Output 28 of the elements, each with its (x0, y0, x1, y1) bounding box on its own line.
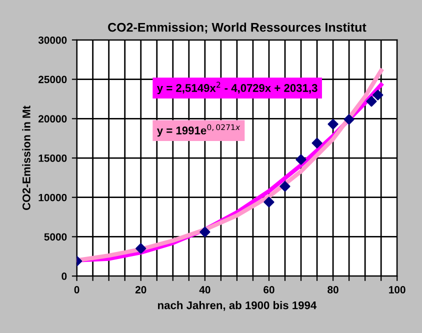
y-tick-label: 30000 (38, 36, 67, 44)
point (344, 114, 354, 125)
point (372, 90, 384, 100)
point (136, 243, 146, 254)
y-tick-label: 10000 (38, 194, 67, 202)
annotation: y = 2,5149x$^{2}$ - 4,0729x + 2031,3 (156, 82, 318, 94)
chart-title: CO2-Emmission; World Ressources Institut (108, 22, 366, 34)
x-tick-label: 40 (199, 286, 210, 294)
y-tick-label: 15000 (38, 154, 67, 162)
y-tick-label: 5000 (44, 233, 67, 241)
y-tick-label: 25000 (38, 76, 67, 84)
point (366, 96, 377, 107)
point (264, 196, 274, 208)
point (312, 138, 322, 148)
y-tick-label: 0 (62, 272, 67, 280)
annotation: y = 1991e$^{0,0271x}$ (156, 124, 240, 137)
x-tick-label: 60 (264, 286, 274, 294)
x-tick-label: 0 (74, 286, 80, 294)
x-tick-label: 100 (389, 286, 406, 294)
x-tick-label: 20 (135, 286, 146, 294)
y-tick-label: 20000 (38, 115, 67, 123)
x-axis-title: nach Jahren, ab 1900 bis 1994 (158, 301, 317, 311)
point (328, 118, 338, 130)
y-axis-title: CO2-Emission in Mt (22, 106, 30, 210)
point (200, 226, 210, 238)
point (296, 154, 306, 165)
point (280, 181, 290, 192)
x-tick-label: 80 (328, 286, 338, 294)
